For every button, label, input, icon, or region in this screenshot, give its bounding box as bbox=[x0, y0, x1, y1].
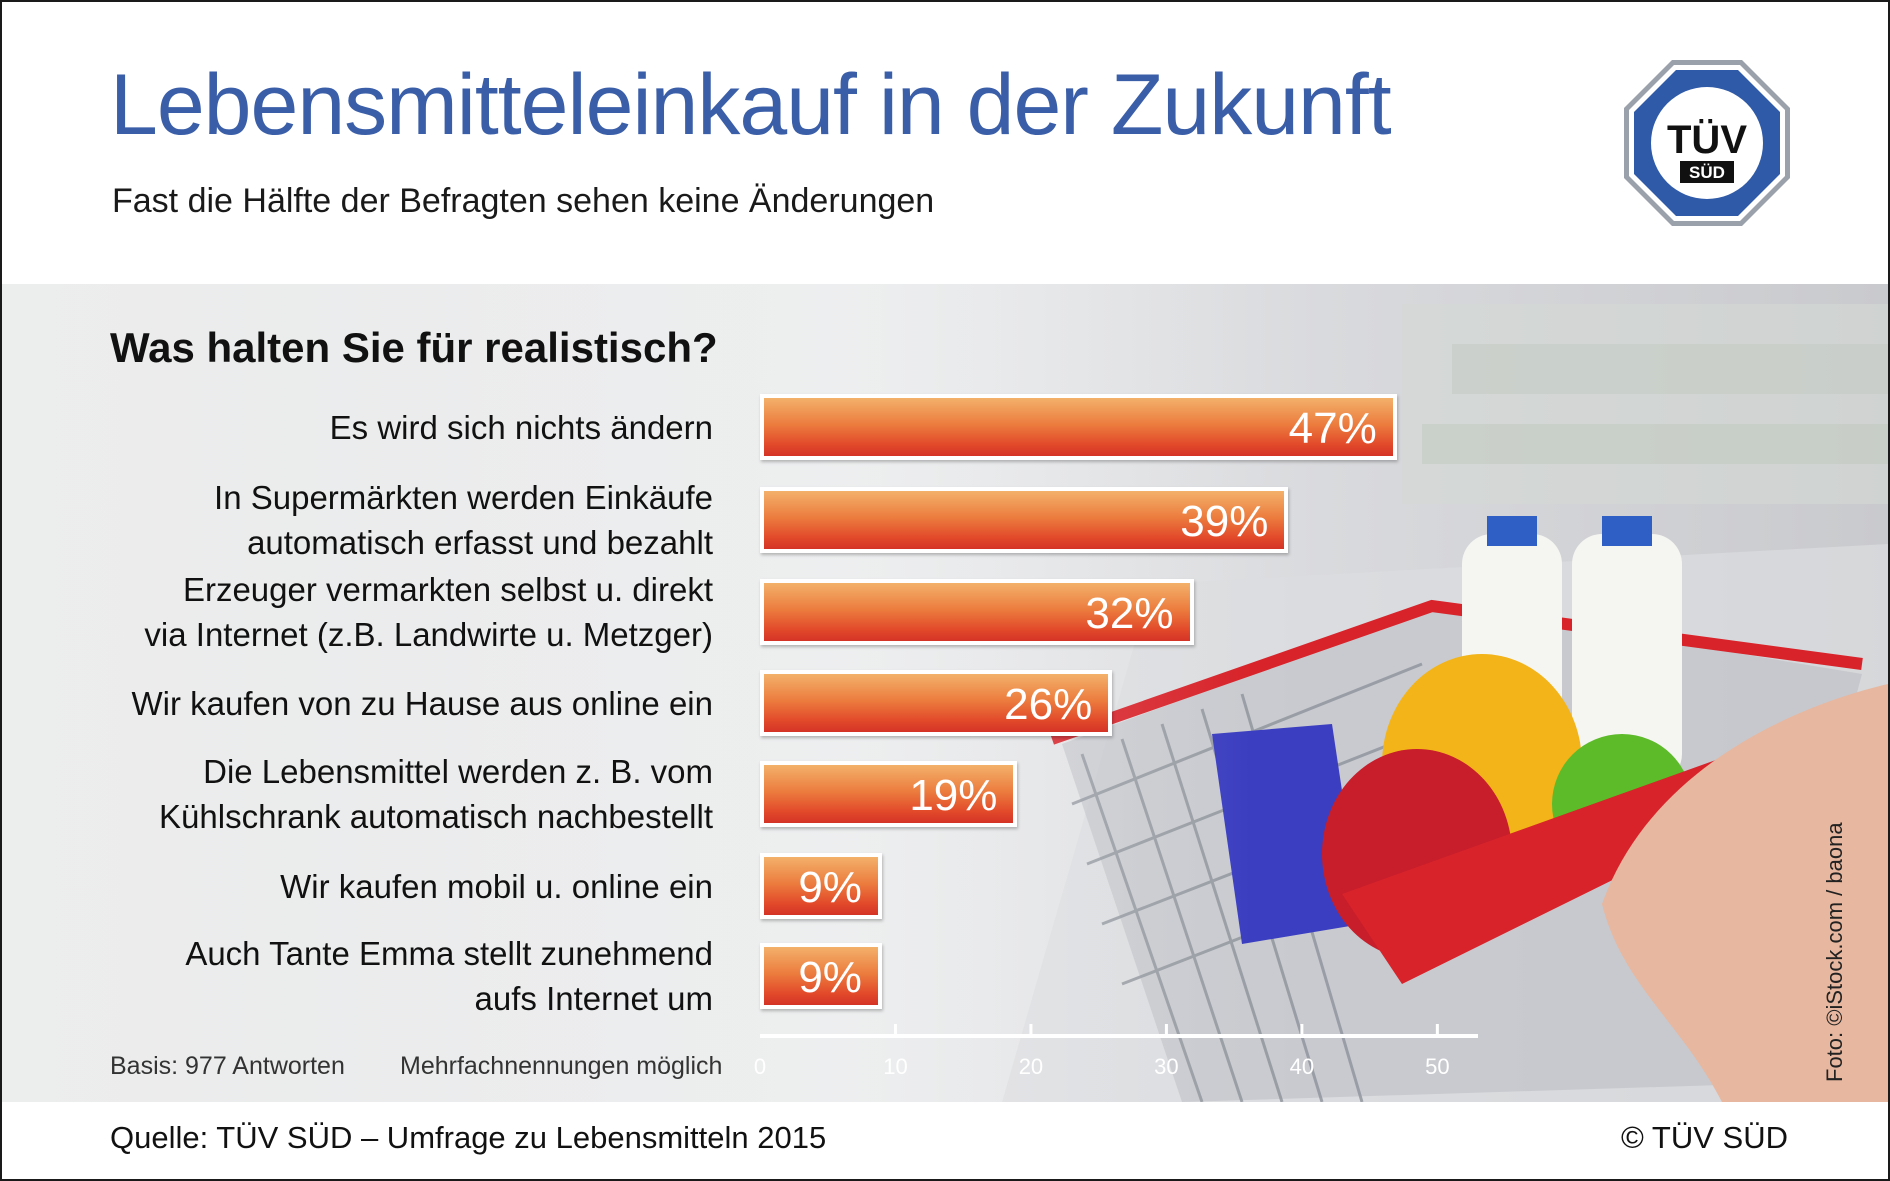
chart-question: Was halten Sie für realistisch? bbox=[110, 324, 718, 371]
x-tick-label: 10 bbox=[883, 1054, 908, 1079]
category-label: In Supermärkten werden Einkäufe automatis… bbox=[214, 475, 713, 565]
category-label: Erzeuger vermarkten selbst u. direkt via … bbox=[144, 567, 713, 657]
category-label-line: via Internet (z.B. Landwirte u. Metzger) bbox=[144, 616, 713, 653]
category-label: Auch Tante Emma stellt zunehmend aufs Int… bbox=[185, 931, 713, 1021]
category-label: Es wird sich nichts ändern bbox=[330, 405, 713, 450]
category-label-line: aufs Internet um bbox=[474, 980, 713, 1017]
category-label-line: Erzeuger vermarkten selbst u. direkt bbox=[182, 571, 713, 608]
bar: 26% bbox=[760, 670, 1113, 736]
copyright: © TÜV SÜD bbox=[1621, 1120, 1788, 1155]
bar-value-label: 47% bbox=[1288, 404, 1377, 453]
bar: 32% bbox=[760, 579, 1194, 645]
category-label-line: Die Lebensmittel werden z. B. vom bbox=[203, 753, 713, 790]
x-tick-label: 20 bbox=[1018, 1054, 1044, 1079]
x-tick-label: 30 bbox=[1154, 1054, 1179, 1079]
category-label-line: In Supermärkten werden Einkäufe bbox=[214, 479, 713, 516]
bar-value-label: 19% bbox=[909, 771, 998, 820]
tuv-sud-logo: TÜV SÜD bbox=[1624, 60, 1790, 226]
category-label-line: Wir kaufen mobil u. online ein bbox=[280, 867, 713, 905]
bar-value-label: 9% bbox=[798, 953, 862, 1002]
category-label-line: Es wird sich nichts ändern bbox=[329, 408, 713, 446]
bar-value-label: 26% bbox=[1004, 680, 1093, 729]
category-label: Wir kaufen von zu Hause aus online ein bbox=[132, 681, 714, 726]
category-label-line: Wir kaufen von zu Hause aus online ein bbox=[131, 684, 714, 722]
svg-text:TÜV: TÜV bbox=[1667, 117, 1747, 162]
category-label-line: Kühlschrank automatisch nachbestellt bbox=[159, 798, 713, 835]
basis-note: Basis: 977 Antworten bbox=[110, 1052, 345, 1080]
photo-credit: Foto: ©iStock.com / baona bbox=[1822, 822, 1847, 1082]
bar-value-label: 32% bbox=[1085, 589, 1174, 638]
bar: 47% bbox=[760, 394, 1397, 460]
bar: 9% bbox=[760, 943, 882, 1009]
bar: 39% bbox=[760, 487, 1289, 553]
page-title: Lebensmitteleinkauf in der Zukunft bbox=[110, 57, 1392, 153]
x-tick-label: 0 bbox=[753, 1054, 767, 1079]
x-tick-label: 50 bbox=[1425, 1054, 1450, 1079]
page-subtitle: Fast die Hälfte der Befragten sehen kein… bbox=[112, 182, 935, 220]
x-tick-label: 40 bbox=[1289, 1054, 1315, 1079]
category-label: Die Lebensmittel werden z. B. vom Kühlsch… bbox=[159, 749, 713, 839]
bar: 9% bbox=[760, 853, 882, 919]
x-axis bbox=[760, 1024, 1478, 1038]
multiple-answers-note: Mehrfachnennungen möglich bbox=[400, 1052, 723, 1080]
category-label-line: Auch Tante Emma stellt zunehmend bbox=[185, 935, 713, 972]
bar-value-label: 9% bbox=[798, 863, 862, 912]
svg-text:SÜD: SÜD bbox=[1689, 163, 1725, 182]
category-label: Wir kaufen mobil u. online ein bbox=[280, 864, 713, 909]
bar: 19% bbox=[760, 761, 1018, 827]
source-note: Quelle: TÜV SÜD – Umfrage zu Lebensmitte… bbox=[110, 1120, 827, 1155]
bar-value-label: 39% bbox=[1180, 497, 1269, 546]
category-label-line: automatisch erfasst und bezahlt bbox=[247, 524, 713, 561]
